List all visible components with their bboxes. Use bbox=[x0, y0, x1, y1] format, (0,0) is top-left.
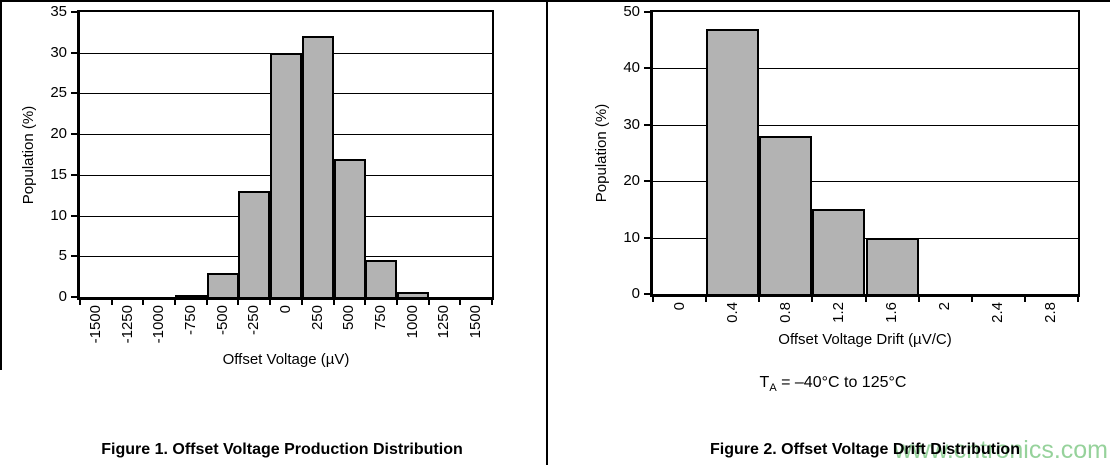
y-tick-label: 10 bbox=[623, 229, 640, 246]
y-tick-mark bbox=[71, 296, 77, 298]
x-tick-mark bbox=[333, 300, 335, 305]
x-tick-mark bbox=[428, 300, 430, 305]
x-tick-label: 2.4 bbox=[989, 302, 1006, 323]
histogram-bar bbox=[270, 53, 302, 297]
y-tick-label: 0 bbox=[631, 285, 640, 302]
y-tick-label: 50 bbox=[623, 3, 640, 20]
figure2-caption: Figure 2. Offset Voltage Drift Distribut… bbox=[710, 441, 1020, 458]
figure1-caption: Figure 1. Offset Voltage Production Dist… bbox=[101, 441, 463, 458]
histogram-bar bbox=[175, 295, 207, 297]
note-text: = –40°C to 125°C bbox=[776, 374, 907, 391]
y-tick-label: 5 bbox=[58, 247, 67, 264]
y-tick-label: 0 bbox=[58, 288, 67, 305]
histogram-bar bbox=[365, 260, 397, 297]
x-tick-mark bbox=[971, 297, 973, 302]
note-symbol: T bbox=[759, 374, 770, 391]
x-tick-mark bbox=[79, 300, 81, 305]
x-tick-label: 2.8 bbox=[1042, 302, 1059, 323]
x-tick-mark bbox=[174, 300, 176, 305]
x-tick-label: 0 bbox=[671, 302, 688, 311]
x-axis-title: Offset Voltage Drift (µV/C) bbox=[778, 331, 952, 348]
y-tick-mark bbox=[71, 255, 77, 257]
y-tick-mark bbox=[644, 124, 650, 126]
histogram-bar bbox=[706, 29, 759, 294]
y-tick-mark bbox=[71, 133, 77, 135]
y-tick-label: 30 bbox=[50, 44, 67, 61]
y-tick-mark bbox=[71, 174, 77, 176]
y-tick-label: 20 bbox=[50, 125, 67, 142]
x-tick-mark bbox=[758, 297, 760, 302]
y-axis-title: Population (%) bbox=[20, 105, 37, 205]
y-tick-label: 40 bbox=[623, 59, 640, 76]
x-tick-mark bbox=[459, 300, 461, 305]
y-tick-mark bbox=[71, 52, 77, 54]
x-tick-mark bbox=[364, 300, 366, 305]
x-tick-mark bbox=[269, 300, 271, 305]
y-tick-label: 10 bbox=[50, 207, 67, 224]
x-tick-mark bbox=[206, 300, 208, 305]
x-tick-mark bbox=[142, 300, 144, 305]
x-tick-mark bbox=[918, 297, 920, 302]
y-tick-label: 30 bbox=[623, 116, 640, 133]
x-tick-mark bbox=[111, 300, 113, 305]
gridline bbox=[653, 238, 1078, 239]
gridline bbox=[653, 181, 1078, 182]
x-tick-label: 0.8 bbox=[777, 302, 794, 323]
x-tick-mark bbox=[1077, 297, 1079, 302]
y-tick-mark bbox=[644, 67, 650, 69]
y-tick-label: 15 bbox=[50, 166, 67, 183]
gridline bbox=[653, 125, 1078, 126]
x-tick-label: 1.2 bbox=[830, 302, 847, 323]
x-tick-mark bbox=[301, 300, 303, 305]
x-axis-title: Offset Voltage (µV) bbox=[222, 351, 350, 368]
x-tick-label: 1.6 bbox=[883, 302, 900, 323]
x-tick-mark bbox=[396, 300, 398, 305]
y-axis-title: Population (%) bbox=[593, 103, 610, 203]
figure2-condition-note: TA = –40°C to 125°C bbox=[583, 374, 1083, 394]
left-border-line bbox=[0, 0, 2, 370]
histogram-bar bbox=[397, 292, 429, 297]
y-tick-mark bbox=[644, 180, 650, 182]
y-tick-mark bbox=[644, 237, 650, 239]
y-tick-label: 35 bbox=[50, 3, 67, 20]
x-tick-label: 2 bbox=[936, 302, 953, 311]
histogram-bar bbox=[812, 209, 865, 294]
y-tick-mark bbox=[644, 11, 650, 13]
histogram-bar bbox=[238, 191, 270, 297]
x-tick-mark bbox=[811, 297, 813, 302]
site-watermark: www.cntronics.com bbox=[894, 436, 1108, 464]
y-tick-label: 25 bbox=[50, 84, 67, 101]
y-tick-mark bbox=[71, 11, 77, 13]
x-tick-mark bbox=[1024, 297, 1026, 302]
center-divider-line bbox=[546, 0, 548, 465]
histogram-bar bbox=[207, 273, 239, 297]
y-tick-label: 20 bbox=[623, 172, 640, 189]
x-tick-mark bbox=[491, 300, 493, 305]
y-tick-mark bbox=[71, 92, 77, 94]
y-tick-mark bbox=[71, 215, 77, 217]
top-border-line bbox=[0, 0, 1110, 2]
x-tick-mark bbox=[705, 297, 707, 302]
gridline bbox=[653, 68, 1078, 69]
x-tick-label: 0.4 bbox=[724, 302, 741, 323]
histogram-bar bbox=[334, 159, 366, 297]
note-subscript: A bbox=[769, 382, 777, 395]
histogram-bar bbox=[866, 238, 919, 294]
histogram-bar bbox=[759, 136, 812, 294]
y-tick-mark bbox=[644, 293, 650, 295]
x-tick-mark bbox=[865, 297, 867, 302]
histogram-bar bbox=[302, 36, 334, 297]
x-tick-mark bbox=[652, 297, 654, 302]
x-tick-mark bbox=[237, 300, 239, 305]
